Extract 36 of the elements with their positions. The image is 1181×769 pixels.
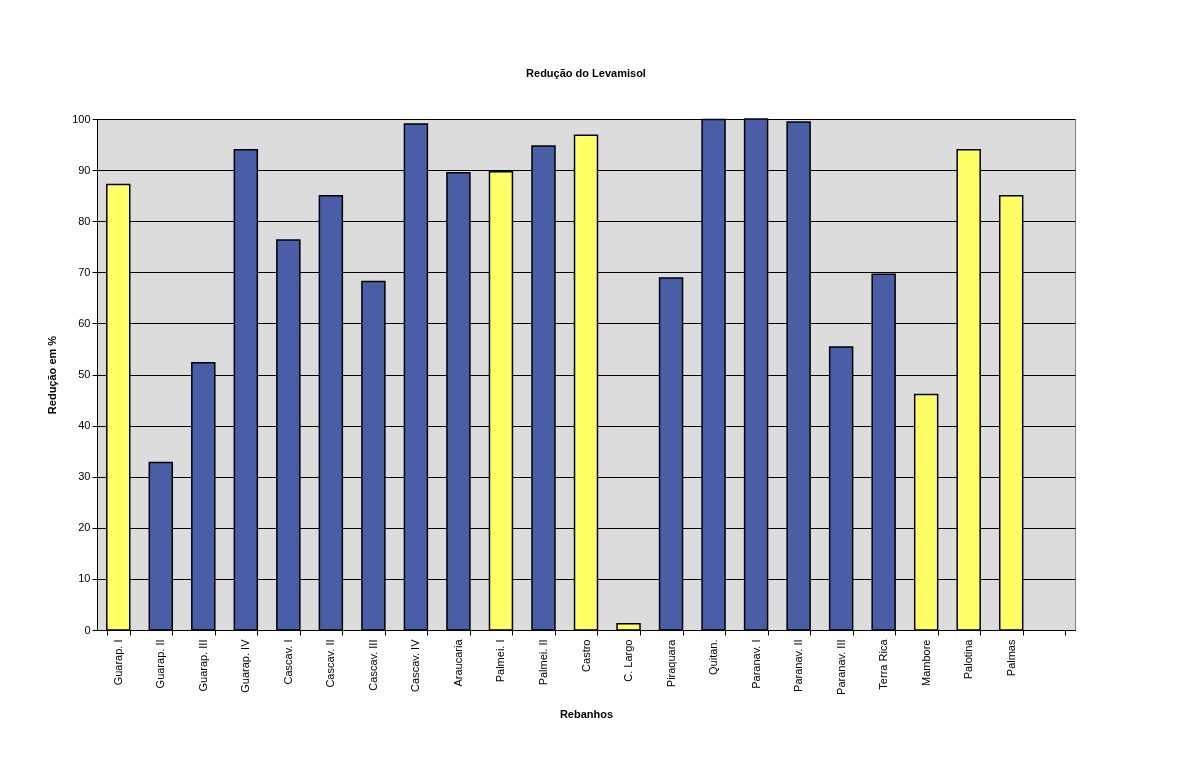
- y-tick-label: 30: [78, 470, 91, 483]
- x-tick-label: Castro: [579, 639, 592, 672]
- x-axis-title: Rebanhos: [559, 707, 614, 720]
- x-tick-label: Piraquara: [664, 638, 677, 688]
- chart-title: Redução do Levamisol: [526, 67, 646, 79]
- y-tick-label: 20: [78, 521, 91, 534]
- y-tick-label: 80: [78, 214, 91, 227]
- y-tick-label: 0: [84, 623, 91, 636]
- x-tick-label: Araucaria: [451, 638, 464, 687]
- x-tick-label: Cascav. I: [281, 639, 294, 685]
- x-tick-label: Paranav. I: [749, 639, 762, 689]
- x-tick-label: Guarap. III: [196, 639, 209, 692]
- y-tick-label: 10: [78, 572, 91, 585]
- x-tick-label: Terra Rica: [877, 638, 890, 690]
- x-tick-label: Cascav. II: [324, 639, 337, 688]
- y-axis-title: Redução em %: [46, 335, 59, 415]
- x-tick-label: Palmei. II: [536, 639, 549, 686]
- x-tick-label: Quitan.: [707, 639, 720, 675]
- x-tick-label: Cascav. III: [366, 639, 379, 691]
- x-tick-label: Guarap. I: [111, 639, 124, 686]
- x-tick-label: Cascav. IV: [409, 638, 422, 692]
- x-tick-label: Palmei. I: [494, 639, 507, 683]
- x-tick-label: C. Largo: [622, 639, 635, 682]
- y-tick-label: 40: [78, 419, 91, 432]
- x-tick-label: Paranav. III: [834, 639, 847, 695]
- x-tick-label: Guarap. II: [154, 639, 167, 689]
- x-tick-label: Palotina: [962, 638, 975, 680]
- y-tick-label: 100: [72, 112, 91, 125]
- x-tick-label: Palmas: [1004, 639, 1017, 677]
- y-tick-label: 60: [78, 316, 91, 329]
- x-tick-label: Paranav. II: [792, 639, 805, 692]
- x-tick-label: Mambore: [919, 639, 932, 686]
- y-tick-label: 90: [78, 163, 91, 176]
- y-tick-label: 70: [78, 265, 91, 278]
- y-tick-label: 50: [78, 368, 91, 380]
- x-tick-label: Guarap. IV: [239, 638, 252, 693]
